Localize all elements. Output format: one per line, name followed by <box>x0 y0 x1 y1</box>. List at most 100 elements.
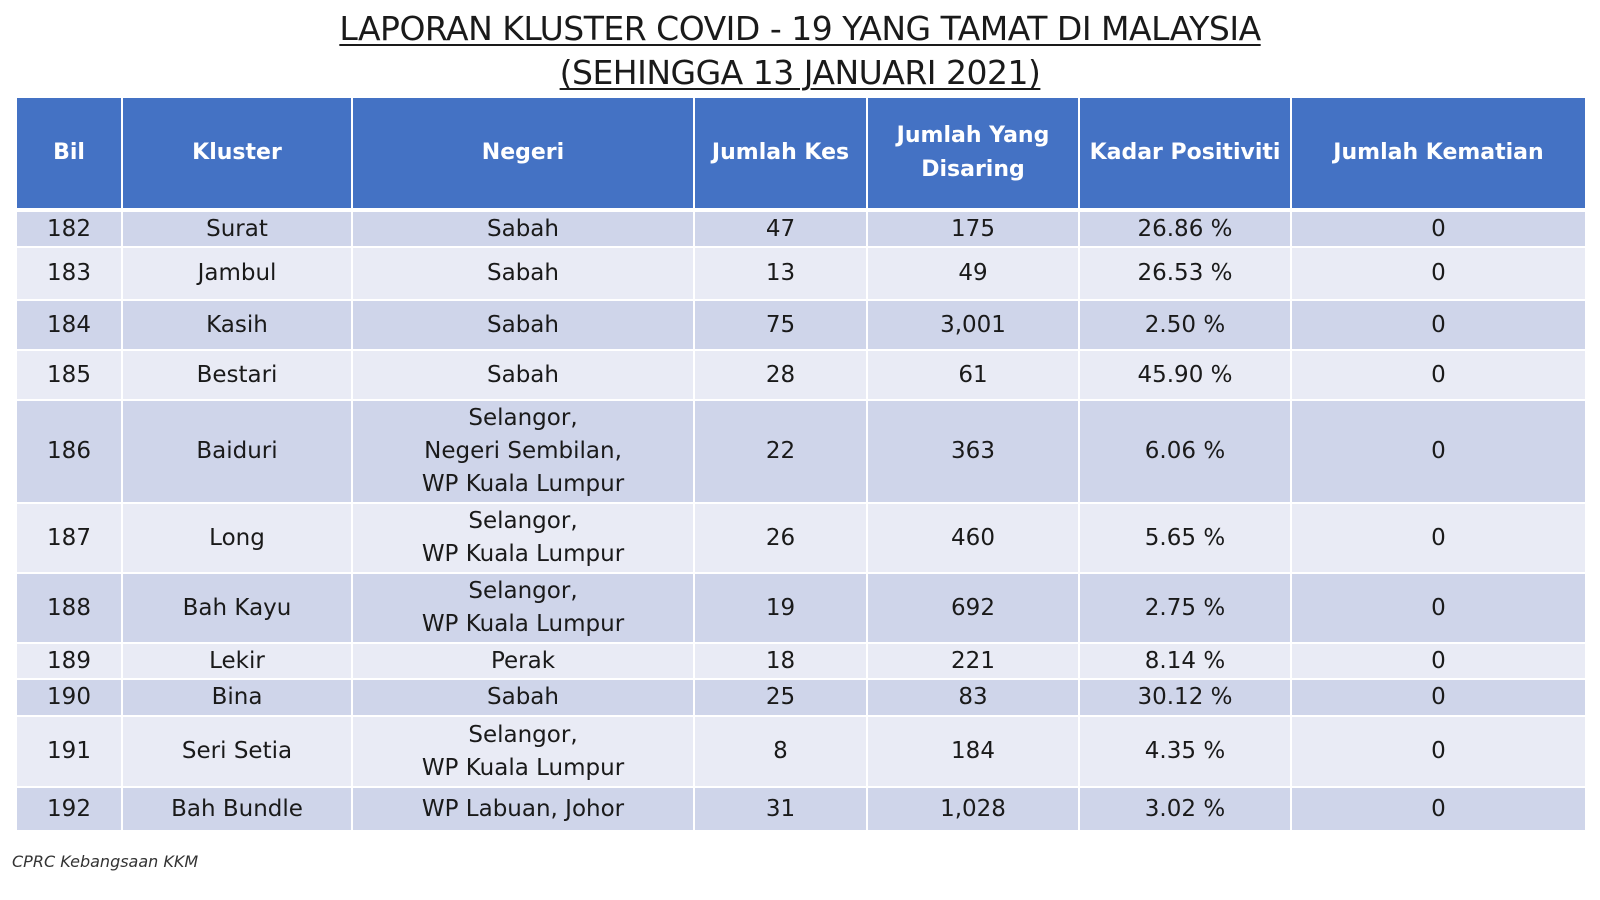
negeri-cell: Perak <box>351 642 695 680</box>
header-jumlah-disaring-line2: Disaring <box>921 157 1025 182</box>
negeri-cell: Selangor, WP Kuala Lumpur <box>351 715 695 788</box>
kadar-positiviti-cell: 3.02 % <box>1078 786 1292 832</box>
kadar-positiviti-cell: 5.65 % <box>1078 502 1292 574</box>
jumlah-kes-cell: 22 <box>693 399 868 504</box>
table-row: 189 Lekir Perak 18 221 8.14 % 0 <box>15 642 1587 680</box>
jumlah-kes-cell: 47 <box>693 209 868 248</box>
negeri-cell: Sabah <box>351 299 695 351</box>
kadar-positiviti-cell: 2.75 % <box>1078 572 1292 644</box>
jumlah-kematian-cell: 0 <box>1290 678 1587 717</box>
negeri-cell: Selangor, Negeri Sembilan, WP Kuala Lumpur <box>351 399 695 504</box>
jumlah-disaring-cell: 83 <box>866 678 1080 717</box>
kluster-cell: Seri Setia <box>121 715 353 788</box>
header-bil: Bil <box>15 96 123 211</box>
jumlah-kes-cell: 8 <box>693 715 868 788</box>
negeri-cell: Sabah <box>351 678 695 717</box>
table-row: 191 Seri Setia Selangor, WP Kuala Lumpur 8 18… <box>15 715 1587 788</box>
jumlah-kematian-cell: 0 <box>1290 246 1587 301</box>
table-row: 192 Bah Bundle WP Labuan, Johor 31 1,028 3.02… <box>15 786 1587 832</box>
kluster-cell: Baiduri <box>121 399 353 504</box>
kadar-positiviti-cell: 26.53 % <box>1078 246 1292 301</box>
negeri-line: WP Kuala Lumpur <box>421 754 625 781</box>
bil-cell: 185 <box>15 349 123 401</box>
jumlah-kes-cell: 28 <box>693 349 868 401</box>
negeri-line: Sabah <box>487 311 559 338</box>
header-jumlah-kematian: Jumlah Kematian <box>1290 96 1587 211</box>
bil-cell: 182 <box>15 209 123 248</box>
table-row: 183 Jambul Sabah 13 49 26.53 % 0 <box>15 246 1587 301</box>
table-row: 182 Surat Sabah 47 175 26.86 % 0 <box>15 209 1587 248</box>
report-title: LAPORAN KLUSTER COVID - 19 YANG TAMAT DI… <box>339 9 1261 48</box>
kluster-cell: Bah Kayu <box>121 572 353 644</box>
table-body: 182 Surat Sabah 47 175 26.86 % 0 183 Jambul Sabah… <box>15 209 1587 832</box>
jumlah-kematian-cell: 0 <box>1290 572 1587 644</box>
negeri-line: WP Kuala Lumpur <box>421 471 625 497</box>
negeri-line: WP Labuan, Johor <box>421 795 625 822</box>
jumlah-disaring-cell: 61 <box>866 349 1080 401</box>
negeri-line: Sabah <box>487 215 559 242</box>
clusters-table: Bil Kluster Negeri Jumlah Kes Jumlah Yan… <box>15 96 1587 832</box>
kluster-cell: Jambul <box>121 246 353 301</box>
table-header-row: Bil Kluster Negeri Jumlah Kes Jumlah Yan… <box>15 96 1587 211</box>
bil-cell: 192 <box>15 786 123 832</box>
jumlah-kematian-cell: 0 <box>1290 642 1587 680</box>
negeri-line: Perak <box>490 647 556 674</box>
jumlah-kematian-cell: 0 <box>1290 786 1587 832</box>
kluster-cell: Bah Bundle <box>121 786 353 832</box>
source-footer: CPRC Kebangsaan KKM <box>12 852 199 871</box>
bil-cell: 190 <box>15 678 123 717</box>
jumlah-kes-cell: 31 <box>693 786 868 832</box>
kluster-cell: Kasih <box>121 299 353 351</box>
kadar-positiviti-cell: 8.14 % <box>1078 642 1292 680</box>
kadar-positiviti-cell: 2.50 % <box>1078 299 1292 351</box>
jumlah-disaring-cell: 184 <box>866 715 1080 788</box>
bil-cell: 183 <box>15 246 123 301</box>
negeri-cell: Sabah <box>351 349 695 401</box>
jumlah-disaring-cell: 3,001 <box>866 299 1080 351</box>
negeri-line: Selangor, <box>468 508 578 534</box>
kluster-cell: Bestari <box>121 349 353 401</box>
header-kluster: Kluster <box>121 96 353 211</box>
negeri-line: Sabah <box>487 361 559 388</box>
header-jumlah-disaring-line1: Jumlah Yang <box>896 123 1050 148</box>
table-row: 184 Kasih Sabah 75 3,001 2.50 % 0 <box>15 299 1587 351</box>
kadar-positiviti-cell: 45.90 % <box>1078 349 1292 401</box>
kadar-positiviti-cell: 6.06 % <box>1078 399 1292 504</box>
jumlah-disaring-cell: 221 <box>866 642 1080 680</box>
negeri-line: Selangor, <box>468 578 578 604</box>
header-kadar-positiviti: Kadar Positiviti <box>1078 96 1292 211</box>
negeri-cell: WP Labuan, Johor <box>351 786 695 832</box>
negeri-cell: Sabah <box>351 209 695 248</box>
bil-cell: 188 <box>15 572 123 644</box>
jumlah-disaring-cell: 692 <box>866 572 1080 644</box>
jumlah-kes-cell: 13 <box>693 246 868 301</box>
negeri-cell: Selangor, WP Kuala Lumpur <box>351 502 695 574</box>
negeri-cell: Sabah <box>351 246 695 301</box>
jumlah-disaring-cell: 363 <box>866 399 1080 504</box>
jumlah-disaring-cell: 175 <box>866 209 1080 248</box>
table-row: 187 Long Selangor, WP Kuala Lumpur 26 460 5.65… <box>15 502 1587 574</box>
jumlah-kematian-cell: 0 <box>1290 502 1587 574</box>
jumlah-kematian-cell: 0 <box>1290 299 1587 351</box>
jumlah-kes-cell: 25 <box>693 678 868 717</box>
negeri-line: Selangor, <box>468 721 578 748</box>
jumlah-kes-cell: 19 <box>693 572 868 644</box>
header-jumlah-disaring: Jumlah Yang Disaring <box>866 96 1080 211</box>
bil-cell: 184 <box>15 299 123 351</box>
jumlah-kes-cell: 75 <box>693 299 868 351</box>
negeri-line: Sabah <box>487 684 559 710</box>
kluster-cell: Bina <box>121 678 353 717</box>
kadar-positiviti-cell: 30.12 % <box>1078 678 1292 717</box>
jumlah-kematian-cell: 0 <box>1290 399 1587 504</box>
negeri-line: Selangor, <box>468 405 578 431</box>
bil-cell: 187 <box>15 502 123 574</box>
table-row: 190 Bina Sabah 25 83 30.12 % 0 <box>15 678 1587 717</box>
jumlah-kematian-cell: 0 <box>1290 209 1587 248</box>
kadar-positiviti-cell: 4.35 % <box>1078 715 1292 788</box>
table-row: 185 Bestari Sabah 28 61 45.90 % 0 <box>15 349 1587 401</box>
negeri-cell: Selangor, WP Kuala Lumpur <box>351 572 695 644</box>
negeri-line: WP Kuala Lumpur <box>421 611 625 637</box>
kadar-positiviti-cell: 26.86 % <box>1078 209 1292 248</box>
bil-cell: 191 <box>15 715 123 788</box>
jumlah-disaring-cell: 49 <box>866 246 1080 301</box>
